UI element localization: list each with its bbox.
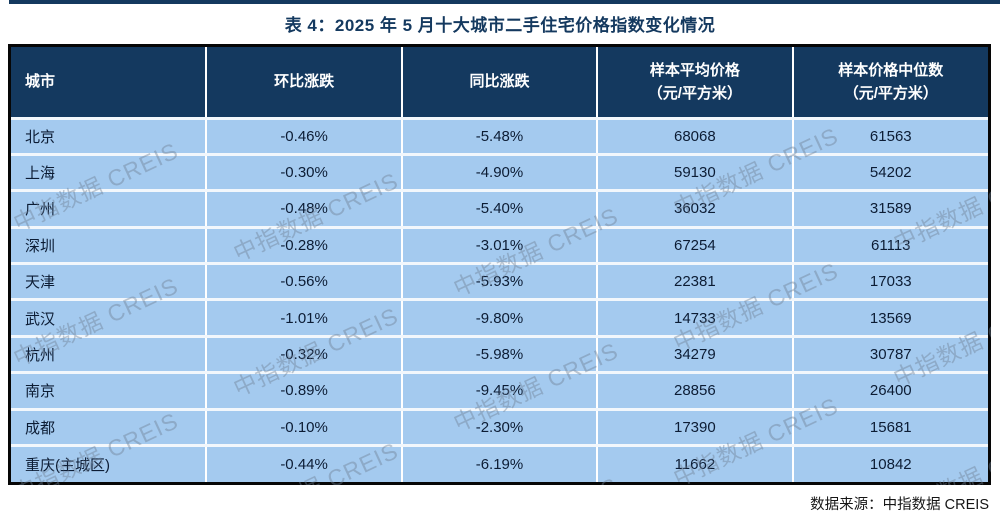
cell-median-price: 17033	[792, 262, 988, 300]
header-city-label: 城市	[25, 73, 56, 91]
table-header: 城市 环比涨跌 同比涨跌 样本平均价格 （元/平方米） 样本价格中位数	[11, 47, 988, 118]
cell-mom-change: -1.01%	[206, 298, 403, 337]
cell-median-price: 26400	[792, 371, 988, 410]
header-row: 城市 环比涨跌 同比涨跌 样本平均价格 （元/平方米） 样本价格中位数	[11, 47, 988, 118]
cell-median-price: 15681	[792, 407, 988, 446]
table-row: 天津 -0.56% -5.93% 22381 17033	[11, 262, 988, 300]
cell-mom-change: -0.56%	[206, 262, 403, 300]
cell-median-price: 10842	[792, 443, 988, 482]
cell-median-price: 13569	[792, 298, 988, 337]
table-row: 杭州 -0.32% -5.98% 34279 30787	[11, 334, 988, 373]
cell-yoy-change: -6.19%	[401, 443, 599, 482]
table-row: 南京 -0.89% -9.45% 28856 26400	[11, 371, 988, 410]
cell-city: 北京	[11, 116, 208, 155]
cell-median-price: 61563	[792, 116, 988, 155]
cell-city: 天津	[11, 262, 208, 300]
cell-yoy-change: -9.45%	[401, 371, 599, 410]
cell-median-price: 61113	[792, 225, 988, 264]
table-row: 成都 -0.10% -2.30% 17390 15681	[11, 407, 988, 446]
header-avg-price-unit: （元/平方米）	[647, 84, 742, 102]
cell-median-price: 31589	[792, 189, 988, 228]
cell-yoy-change: -9.80%	[401, 298, 599, 337]
cell-city: 成都	[11, 407, 208, 446]
header-avg-price-label: 样本平均价格	[649, 61, 740, 79]
header-mom-change: 环比涨跌	[206, 47, 403, 118]
cell-avg-price: 17390	[597, 407, 794, 446]
table-row: 深圳 -0.28% -3.01% 67254 61113	[11, 225, 988, 264]
table-row: 广州 -0.48% -5.40% 36032 31589	[11, 189, 988, 228]
cell-avg-price: 67254	[597, 225, 794, 264]
cell-city: 南京	[11, 371, 208, 410]
cell-mom-change: -0.32%	[206, 334, 403, 373]
cell-avg-price: 11662	[597, 443, 794, 482]
cell-mom-change: -0.28%	[206, 225, 403, 264]
header-median-price-unit: （元/平方米）	[843, 84, 938, 102]
cell-mom-change: -0.46%	[206, 116, 403, 155]
cell-yoy-change: -5.93%	[401, 262, 599, 300]
cell-mom-change: -0.48%	[206, 189, 403, 228]
table-row: 重庆(主城区) -0.44% -6.19% 11662 10842	[11, 443, 988, 482]
cell-city: 重庆(主城区)	[11, 443, 208, 482]
header-median-price-label: 样本价格中位数	[838, 61, 944, 79]
table-row: 北京 -0.46% -5.48% 68068 61563	[11, 116, 988, 155]
cell-avg-price: 14733	[597, 298, 794, 337]
cell-mom-change: -0.89%	[206, 371, 403, 410]
cell-yoy-change: -3.01%	[401, 225, 599, 264]
header-median-price: 样本价格中位数 （元/平方米）	[792, 47, 988, 118]
header-avg-price: 样本平均价格 （元/平方米）	[597, 47, 794, 118]
price-index-table: 城市 环比涨跌 同比涨跌 样本平均价格 （元/平方米） 样本价格中位数	[11, 47, 988, 482]
table-body: 北京 -0.46% -5.48% 68068 61563 上海 -0.30% -…	[11, 116, 988, 482]
table-title: 表 4：2025 年 5 月十大城市二手住宅价格指数变化情况	[284, 16, 716, 35]
cell-avg-price: 36032	[597, 189, 794, 228]
cell-avg-price: 22381	[597, 262, 794, 300]
top-divider-rule	[9, 0, 1000, 4]
cell-city: 武汉	[11, 298, 208, 337]
cell-mom-change: -0.44%	[206, 443, 403, 482]
cell-mom-change: -0.30%	[206, 152, 403, 191]
cell-mom-change: -0.10%	[206, 407, 403, 446]
cell-yoy-change: -2.30%	[401, 407, 599, 446]
cell-city: 深圳	[11, 225, 208, 264]
header-city: 城市	[11, 47, 208, 118]
header-yoy-label: 同比涨跌	[469, 73, 530, 91]
cell-avg-price: 34279	[597, 334, 794, 373]
cell-avg-price: 59130	[597, 152, 794, 191]
cell-yoy-change: -4.90%	[401, 152, 599, 191]
cell-city: 广州	[11, 189, 208, 228]
cell-median-price: 54202	[792, 152, 988, 191]
table-row: 上海 -0.30% -4.90% 59130 54202	[11, 152, 988, 191]
cell-avg-price: 68068	[597, 116, 794, 155]
cell-city: 杭州	[11, 334, 208, 373]
header-mom-label: 环比涨跌	[274, 73, 335, 91]
price-index-table-container: 城市 环比涨跌 同比涨跌 样本平均价格 （元/平方米） 样本价格中位数	[8, 44, 991, 485]
cell-city: 上海	[11, 152, 208, 191]
table-row: 武汉 -1.01% -9.80% 14733 13569	[11, 298, 988, 337]
cell-yoy-change: -5.48%	[401, 116, 599, 155]
cell-yoy-change: -5.40%	[401, 189, 599, 228]
cell-avg-price: 28856	[597, 371, 794, 410]
header-yoy-change: 同比涨跌	[401, 47, 599, 118]
cell-median-price: 30787	[792, 334, 988, 373]
data-source-note: 数据来源：中指数据 CREIS	[810, 497, 989, 513]
cell-yoy-change: -5.98%	[401, 334, 599, 373]
